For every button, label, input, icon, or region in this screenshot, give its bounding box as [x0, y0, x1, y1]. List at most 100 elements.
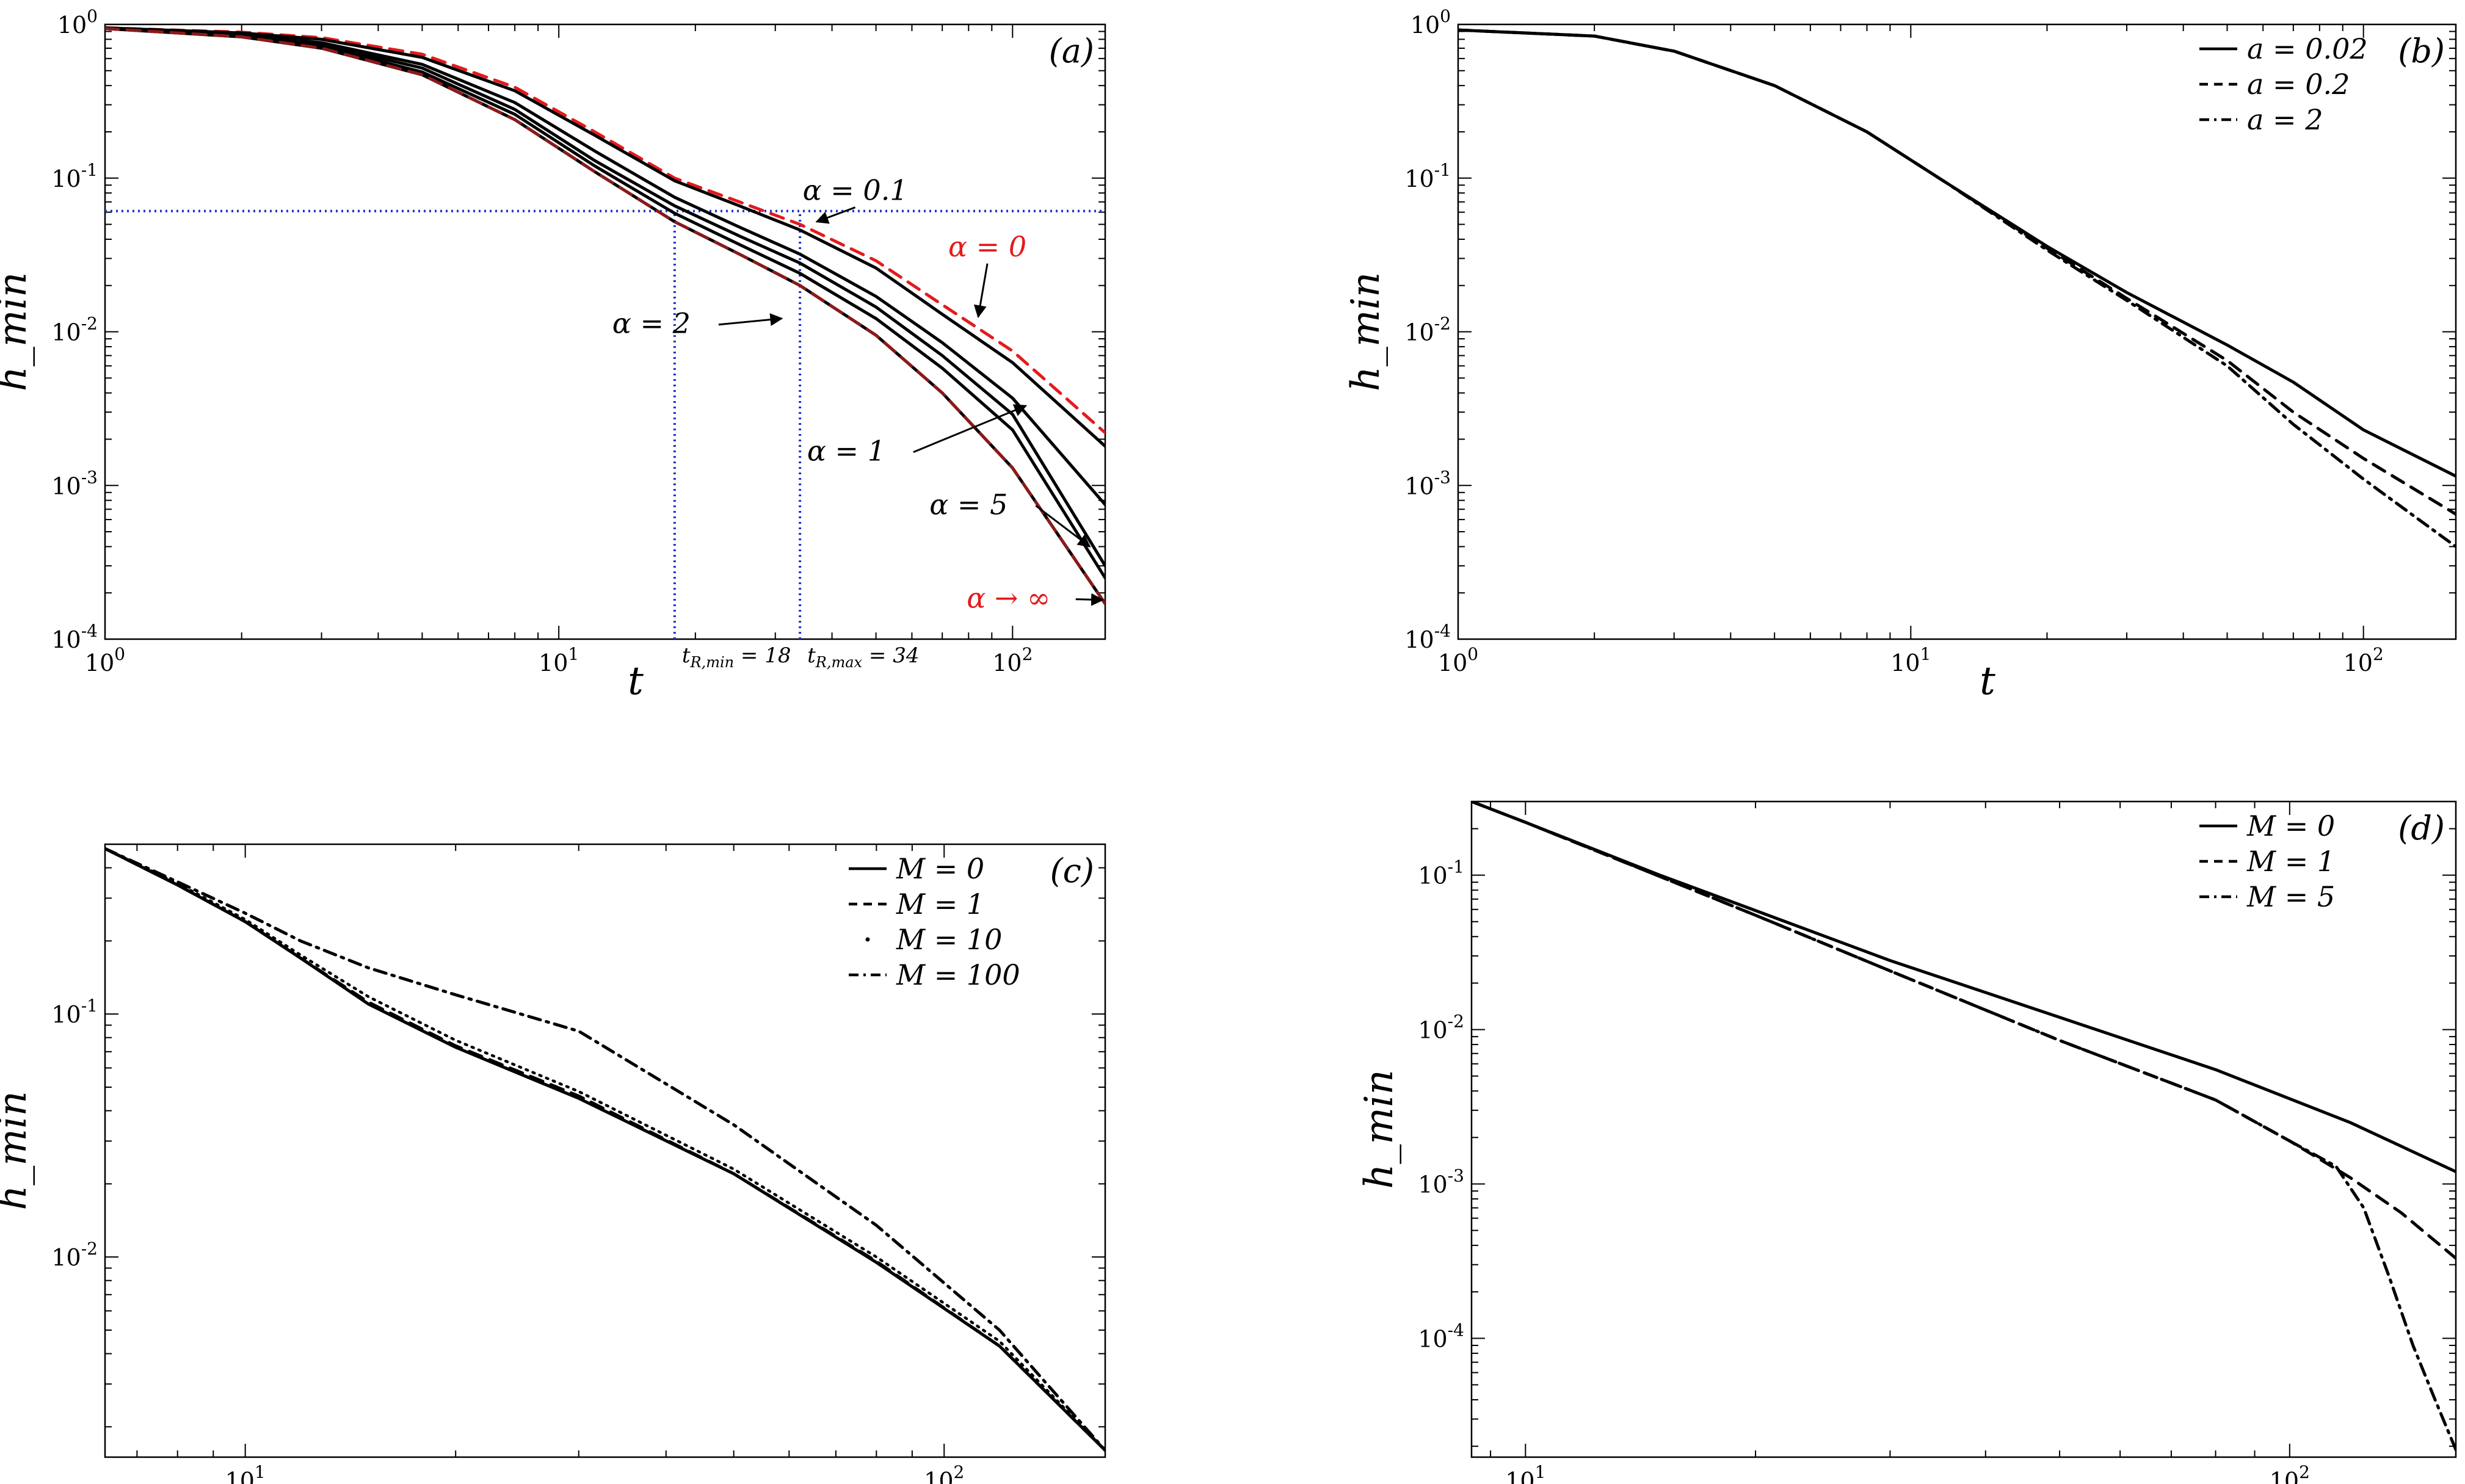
- tr-mark-label: tR,max = 34: [807, 643, 919, 671]
- annotation-label: α → ∞: [967, 582, 1050, 615]
- tr-mark-sub: R,max: [815, 654, 863, 671]
- series-line-3: [105, 27, 1105, 507]
- y-tick-exp: -3: [81, 467, 98, 487]
- y-axis-title: h_min: [0, 1091, 35, 1211]
- plot-area: [105, 26, 1105, 639]
- y-tick-label: 10-4: [1418, 1320, 1464, 1352]
- series-line-3: [1472, 802, 2456, 1452]
- legend-label: a = 2: [2247, 103, 2323, 136]
- y-tick-base: 10: [1404, 472, 1434, 499]
- y-tick-exp: -3: [1434, 467, 1451, 487]
- plot-area: [1472, 802, 2456, 1452]
- y-tick-exp: -2: [1434, 314, 1451, 334]
- legend: M = 0M = 1M = 10M = 100: [849, 852, 1020, 991]
- annotation-arrow: [1035, 505, 1091, 548]
- legend-label: a = 0.2: [2247, 68, 2350, 101]
- plot-frame: [104, 843, 1106, 1458]
- series-line-4: [105, 847, 1105, 1452]
- y-tick-label: 10-2: [1418, 1012, 1464, 1044]
- annotation-label: α = 1: [807, 435, 885, 468]
- series-line-3: [1458, 28, 2456, 548]
- x-tick-base: 10: [2343, 650, 2373, 676]
- x-tick-label: 102: [2270, 1462, 2310, 1484]
- y-tick-exp: 0: [87, 6, 98, 26]
- x-tick-base: 10: [1438, 650, 1467, 676]
- y-tick-base: 10: [1418, 863, 1447, 889]
- y-tick-base: 10: [51, 626, 81, 653]
- tr-mark-sub: R,min: [690, 654, 735, 671]
- panel-label: (b): [2398, 32, 2445, 70]
- annotation-label: α = 5: [929, 488, 1007, 521]
- panel-label: (c): [1050, 852, 1094, 890]
- plot-frame: [1470, 800, 2457, 1458]
- legend-label: M = 5: [2246, 880, 2335, 913]
- y-tick-base: 10: [1418, 1171, 1447, 1198]
- series-line-5: [105, 27, 1105, 580]
- tr-mark-main: t: [682, 643, 691, 668]
- series-line-4: [105, 27, 1105, 568]
- x-tick-exp: 2: [2299, 1462, 2310, 1482]
- legend-label: M = 0: [896, 852, 984, 885]
- x-axis-title: t: [628, 659, 644, 704]
- x-axis-title: t: [628, 1477, 644, 1484]
- x-tick-exp: 1: [568, 644, 579, 664]
- legend-label: M = 0: [2246, 809, 2335, 842]
- x-tick-base: 10: [85, 650, 114, 676]
- series-line-2: [105, 847, 1105, 1452]
- y-tick-exp: 0: [1440, 6, 1451, 26]
- y-tick-label: 10-3: [1404, 467, 1451, 499]
- x-tick-exp: 1: [1920, 644, 1931, 664]
- x-tick-label: 102: [2343, 644, 2384, 676]
- annotation-arrow: [973, 263, 989, 319]
- x-tick-exp: 1: [1535, 1462, 1546, 1482]
- tr-mark-main: t: [807, 643, 816, 668]
- x-tick-base: 10: [225, 1468, 255, 1484]
- x-tick-exp: 1: [255, 1462, 266, 1482]
- x-tick-base: 10: [2270, 1468, 2299, 1484]
- x-tick-base: 10: [1505, 1468, 1534, 1484]
- y-tick-label: 10-2: [51, 314, 98, 346]
- y-tick-label: 10-1: [1418, 857, 1464, 889]
- x-tick-exp: 0: [1467, 644, 1478, 664]
- y-tick-exp: -2: [1448, 1012, 1464, 1032]
- x-tick-exp: 2: [954, 1462, 965, 1482]
- y-tick-exp: -3: [1448, 1165, 1464, 1185]
- y-tick-base: 10: [1404, 165, 1434, 192]
- panel-label: (a): [1049, 32, 1094, 70]
- plot-area: [105, 847, 1105, 1452]
- x-tick-label: 101: [225, 1462, 266, 1484]
- series-line-1: [1472, 802, 2456, 1173]
- y-axis-title: h_min: [1343, 272, 1389, 392]
- y-tick-base: 10: [51, 165, 81, 192]
- x-tick-label: 102: [924, 1462, 964, 1484]
- y-tick-base: 10: [1410, 12, 1440, 38]
- y-tick-base: 10: [1404, 626, 1434, 653]
- y-tick-exp: -1: [81, 160, 98, 180]
- y-tick-base: 10: [51, 319, 81, 346]
- x-tick-base: 10: [924, 1468, 953, 1484]
- annotation-arrow: [913, 404, 1028, 454]
- x-tick-exp: 2: [1022, 644, 1033, 664]
- x-tick-label: 101: [539, 644, 579, 676]
- y-tick-base: 10: [51, 1244, 81, 1271]
- annotation-arrow: [718, 313, 783, 327]
- y-tick-label: 10-1: [1404, 160, 1451, 192]
- panel-label: (d): [2398, 809, 2445, 847]
- x-tick-label: 102: [992, 644, 1033, 676]
- series-line-2: [105, 26, 1105, 448]
- annotation-label: α = 0.1: [803, 174, 908, 207]
- plot-area: [1458, 28, 2456, 548]
- legend-label: M = 1: [2246, 845, 2335, 878]
- y-tick-base: 10: [1404, 319, 1434, 346]
- y-tick-label: 10-3: [51, 467, 98, 499]
- x-tick-base: 10: [539, 650, 568, 676]
- y-tick-base: 10: [1418, 1017, 1447, 1044]
- annotation-arrow: [1075, 593, 1105, 606]
- series-line-3: [105, 847, 1105, 1452]
- x-axis-title: t: [1986, 1477, 2002, 1484]
- y-tick-label: 10-2: [1404, 314, 1451, 346]
